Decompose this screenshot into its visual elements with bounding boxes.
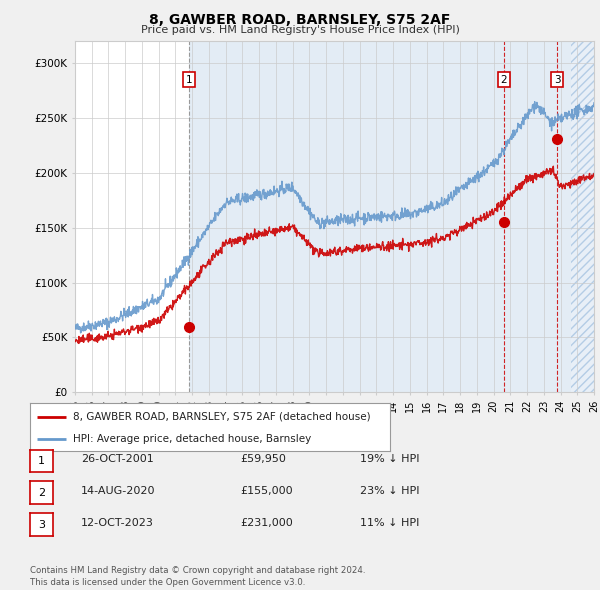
Text: 1: 1 [186,75,193,85]
Bar [571,41,594,392]
Text: 8, GAWBER ROAD, BARNSLEY, S75 2AF: 8, GAWBER ROAD, BARNSLEY, S75 2AF [149,13,451,27]
Text: £231,000: £231,000 [240,518,293,527]
Text: 11% ↓ HPI: 11% ↓ HPI [360,518,419,527]
Text: 19% ↓ HPI: 19% ↓ HPI [360,454,419,464]
Text: 8, GAWBER ROAD, BARNSLEY, S75 2AF (detached house): 8, GAWBER ROAD, BARNSLEY, S75 2AF (detac… [73,411,371,421]
Text: 1: 1 [38,456,45,466]
Text: 12-OCT-2023: 12-OCT-2023 [81,518,154,527]
Text: 23% ↓ HPI: 23% ↓ HPI [360,486,419,496]
Text: £155,000: £155,000 [240,486,293,496]
Text: Contains HM Land Registry data © Crown copyright and database right 2024.
This d: Contains HM Land Registry data © Crown c… [30,566,365,587]
Text: HPI: Average price, detached house, Barnsley: HPI: Average price, detached house, Barn… [73,434,311,444]
Text: 2: 2 [500,75,507,85]
Text: 2: 2 [38,488,45,497]
Text: 3: 3 [38,520,45,529]
Bar [571,41,594,392]
Text: Price paid vs. HM Land Registry's House Price Index (HPI): Price paid vs. HM Land Registry's House … [140,25,460,35]
Bar [189,41,571,392]
Text: 3: 3 [554,75,560,85]
Text: 26-OCT-2001: 26-OCT-2001 [81,454,154,464]
Text: £59,950: £59,950 [240,454,286,464]
Text: 14-AUG-2020: 14-AUG-2020 [81,486,155,496]
